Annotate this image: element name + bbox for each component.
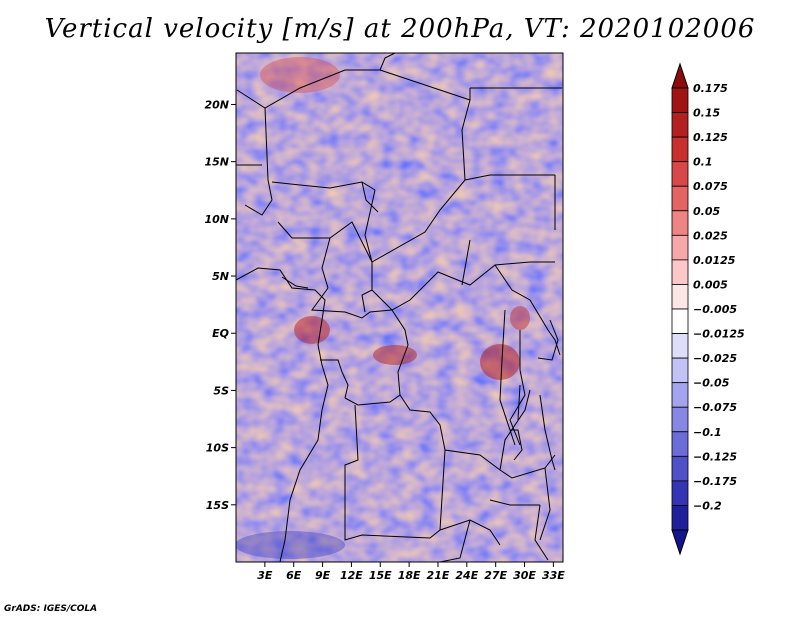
colorbar-swatch	[671, 284, 689, 310]
colorbar: 0.175 0.15 0.125 0.1 0.075 0.05 0.025 0.0125 0.0…	[671, 62, 745, 556]
lat-tick-label: 15S	[206, 499, 229, 512]
lat-tick-label: 10S	[206, 442, 229, 455]
map-frame	[235, 52, 564, 563]
lon-tick-label: 9E	[315, 569, 331, 582]
colorbar-swatch	[671, 234, 689, 261]
velocity-field	[236, 53, 563, 562]
lon-tick-label: 6E	[286, 569, 302, 582]
colorbar-swatch	[671, 382, 689, 408]
colorbar-label: 0.0125	[693, 254, 736, 267]
colorbar-label: 0.005	[693, 278, 728, 291]
colorbar-label: 0.1	[693, 156, 713, 169]
lat-tick-label: 10N	[204, 213, 229, 226]
lon-tick-label: 3E	[257, 569, 273, 582]
colorbar-min-arrow	[671, 529, 689, 556]
colorbar-label: 0.025	[693, 229, 728, 242]
colorbar-label: −0.1	[693, 426, 722, 439]
colorbar-swatch	[671, 505, 689, 531]
colorbar-swatch	[671, 87, 689, 113]
latitude-axis: 20N 15N 10N 5N EQ 5S 10S 15S	[204, 98, 236, 512]
colorbar-swatch	[671, 185, 689, 212]
colorbar-label: −0.025	[693, 352, 737, 365]
colorbar-label: 0.075	[693, 180, 728, 193]
lat-tick-label: 15N	[204, 156, 229, 169]
colorbar-label: 0.15	[693, 107, 720, 120]
colorbar-max-arrow	[671, 62, 689, 89]
lon-tick-label: 21E	[427, 569, 450, 582]
lat-tick-label: EQ	[212, 327, 229, 340]
colorbar-swatch	[671, 455, 689, 482]
colorbar-label: 0.175	[693, 82, 728, 95]
lon-tick-label: 30E	[513, 569, 536, 582]
longitude-axis: 3E 6E 9E 12E 15E 18E 21E 24E 27E 30E 33E	[257, 562, 565, 582]
colorbar-swatch	[671, 333, 689, 359]
lat-tick-label: 20N	[204, 98, 229, 111]
colorbar-label: −0.2	[693, 499, 722, 512]
lon-tick-label: 12E	[340, 569, 363, 582]
colorbar-label: 0.05	[693, 205, 720, 218]
lon-tick-label: 33E	[542, 569, 565, 582]
colorbar-swatch	[671, 136, 689, 163]
colorbar-swatch	[671, 357, 689, 384]
lon-tick-label: 24E	[455, 569, 478, 582]
credit-label: GrADS: IGES/COLA	[4, 604, 98, 614]
colorbar-swatch	[671, 308, 689, 334]
lon-tick-label: 15E	[369, 569, 392, 582]
colorbar-swatch	[671, 406, 689, 433]
colorbar-swatch	[671, 161, 689, 187]
colorbar-swatch	[671, 259, 689, 285]
colorbar-label: −0.125	[693, 450, 737, 463]
colorbar-label: −0.075	[693, 401, 737, 414]
colorbar-label: 0.125	[693, 131, 728, 144]
colorbar-label: −0.175	[693, 475, 737, 488]
lat-tick-label: 5S	[213, 384, 229, 397]
lon-tick-label: 18E	[398, 569, 421, 582]
colorbar-swatch	[671, 112, 689, 138]
lon-tick-label: 27E	[484, 569, 507, 582]
lat-tick-label: 5N	[212, 270, 229, 283]
country-borders	[236, 53, 562, 562]
colorbar-label: −0.005	[693, 303, 737, 316]
colorbar-swatch	[671, 431, 689, 457]
colorbar-swatch	[671, 210, 689, 236]
colorbar-label: −0.05	[693, 377, 730, 390]
colorbar-swatch	[671, 480, 689, 506]
colorbar-label: −0.0125	[693, 328, 745, 341]
plot-title: Vertical velocity [m/s] at 200hPa, VT: 2…	[44, 14, 756, 44]
